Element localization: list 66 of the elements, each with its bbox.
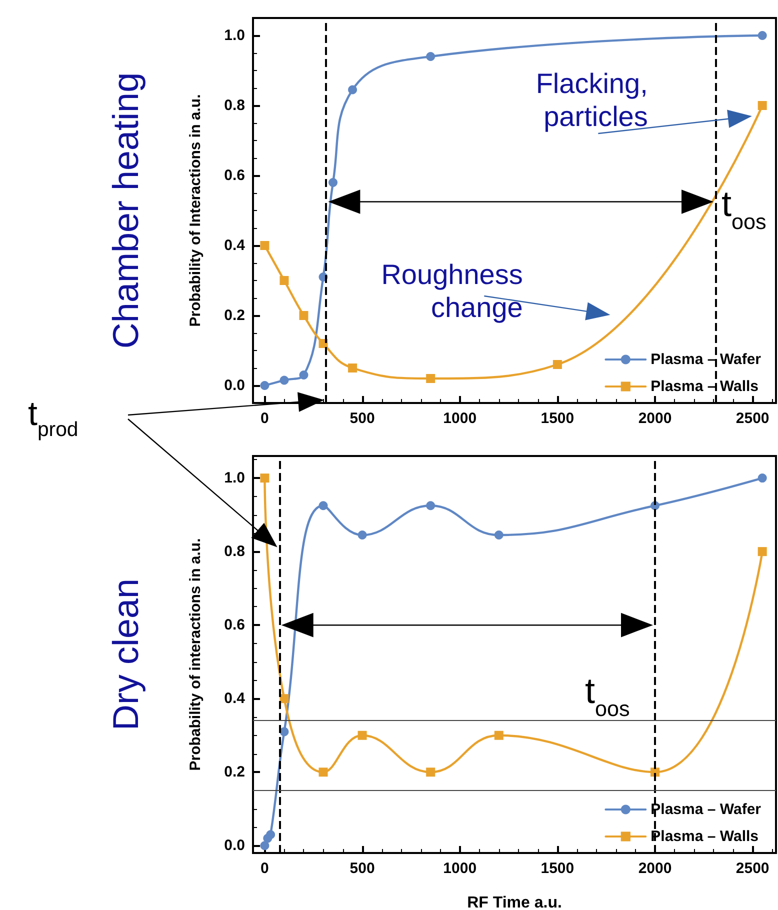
- point: [299, 311, 308, 320]
- x-tick-label: 1000: [443, 410, 477, 427]
- x-tick-label: 0: [260, 410, 269, 427]
- point: [494, 730, 504, 740]
- point: [758, 31, 767, 40]
- point: [426, 52, 436, 61]
- point: [358, 730, 367, 740]
- y-tick-label: 0.2: [224, 307, 245, 324]
- y-tick-label: 0.0: [224, 837, 245, 854]
- x-axis-title: RF Time a.u.: [467, 894, 562, 910]
- x-tick-label: 500: [350, 860, 375, 877]
- point: [426, 768, 436, 777]
- y-tick-label: 0.4: [224, 690, 246, 708]
- point: [494, 530, 504, 540]
- x-tick-label: 2500: [736, 410, 770, 427]
- x-tick-label: 2000: [638, 860, 672, 877]
- point: [426, 374, 436, 383]
- y-tick-label: 0.4: [224, 237, 246, 254]
- annotation: t$_{oos}$: [585, 670, 630, 721]
- y-axis-title: Probability of Interactions in a.u.: [187, 94, 204, 327]
- legend-label: Plasma – Wafer: [650, 801, 762, 818]
- point: [260, 381, 270, 390]
- point: [260, 841, 270, 850]
- point: [758, 101, 767, 110]
- point: [280, 727, 289, 736]
- legend-label: Plasma – Wafer: [650, 351, 762, 368]
- point: [758, 474, 767, 483]
- x-tick-label: 500: [350, 410, 375, 427]
- y-tick-label: 1.0: [224, 470, 245, 487]
- y-tick-label: 0.0: [224, 377, 245, 394]
- x-tick-label: 1500: [540, 410, 574, 427]
- point: [348, 85, 358, 94]
- x-tick-label: 0: [260, 860, 269, 877]
- x-tick-label: 2000: [638, 410, 672, 427]
- annotation: Flacking, particles: [536, 68, 648, 132]
- y-tick-label: 1.0: [224, 27, 245, 44]
- x-tick-label: 1500: [540, 860, 574, 877]
- point: [358, 530, 367, 540]
- x-tick-label: 1000: [443, 860, 477, 877]
- point: [318, 768, 328, 777]
- legend-label: Plasma – Walls: [650, 378, 759, 395]
- text: Chamber heating: [105, 72, 146, 349]
- y-tick-label: 0.2: [224, 764, 245, 781]
- text: Dry clean: [105, 578, 146, 731]
- point: [318, 501, 328, 510]
- point: [348, 364, 358, 372]
- point: [280, 694, 289, 704]
- point: [260, 474, 270, 483]
- y-tick-label: 0.6: [224, 616, 245, 634]
- y-tick-label: 0.6: [224, 167, 245, 184]
- text: t$_{prod}$: [28, 395, 78, 441]
- y-axis-title: Probability of interactions in a.u.: [187, 538, 204, 771]
- point: [299, 370, 308, 380]
- point: [758, 547, 767, 556]
- y-tick-label: 0.8: [224, 543, 245, 560]
- point: [280, 276, 289, 285]
- annotation: Roughness change: [381, 258, 523, 323]
- annotation: t$_{oos}$: [722, 182, 767, 234]
- y-tick-label: 0.8: [224, 97, 245, 114]
- point: [280, 376, 289, 385]
- point: [260, 241, 270, 250]
- point: [552, 360, 562, 369]
- point: [426, 501, 436, 510]
- point: [328, 178, 338, 187]
- point: [266, 830, 276, 840]
- x-tick-label: 2500: [736, 860, 770, 877]
